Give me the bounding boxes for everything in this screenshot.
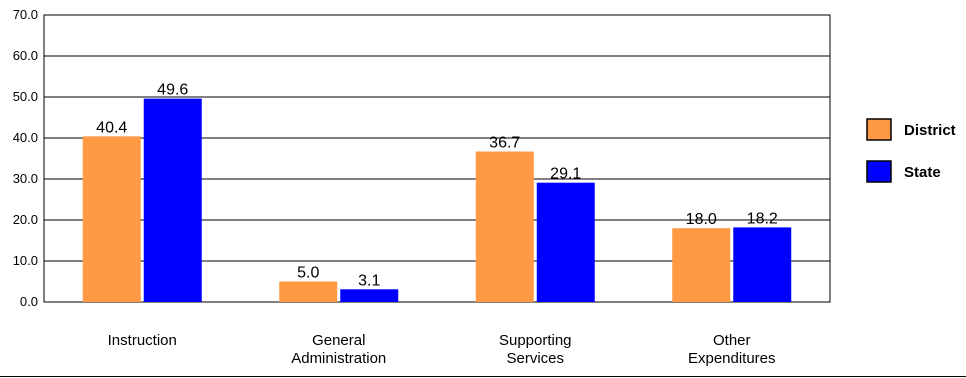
bar-district-0 (82, 136, 141, 302)
category-label: Administration (291, 350, 386, 367)
data-label: 29.1 (550, 166, 581, 183)
y-tick-label: 50.0 (13, 89, 38, 104)
data-labels: 40.4 5.0 36.7 18.0 49.6 3.1 29.1 18.2 (96, 82, 778, 290)
bar-state-0 (143, 98, 202, 302)
data-label: 40.4 (96, 119, 127, 136)
bar-district-2 (475, 151, 534, 302)
category-label: Supporting (499, 332, 572, 349)
data-label: 18.0 (686, 211, 717, 228)
y-tick-label: 0.0 (20, 294, 38, 309)
legend-swatch-state (866, 160, 892, 183)
data-label: 5.0 (297, 265, 319, 282)
bars (82, 98, 792, 302)
category-label: Other (713, 332, 751, 349)
legend-label-district: District (904, 122, 956, 139)
category-label: Instruction (108, 332, 177, 349)
data-label: 36.7 (489, 135, 520, 152)
data-label: 3.1 (358, 272, 380, 289)
bar-district-3 (672, 228, 731, 302)
category-label: Services (506, 350, 564, 367)
data-label: 18.2 (747, 210, 778, 227)
category-label: Expenditures (688, 350, 776, 367)
data-label: 49.6 (157, 82, 188, 99)
legend-swatch-district (866, 118, 892, 141)
bar-state-1 (340, 289, 399, 302)
bar-state-3 (733, 227, 792, 302)
category-label: General (312, 332, 365, 349)
y-tick-label: 10.0 (13, 253, 38, 268)
y-tick-label: 20.0 (13, 212, 38, 227)
legend: District State (866, 118, 956, 183)
bar-state-2 (536, 182, 595, 302)
bar-district-1 (279, 281, 338, 302)
y-tick-label: 70.0 (13, 7, 38, 22)
y-tick-label: 30.0 (13, 171, 38, 186)
y-tick-label: 40.0 (13, 130, 38, 145)
y-axis-ticks: 0.0 10.0 20.0 30.0 40.0 50.0 60.0 70.0 (13, 7, 38, 309)
legend-label-state: State (904, 164, 941, 181)
y-tick-label: 60.0 (13, 48, 38, 63)
